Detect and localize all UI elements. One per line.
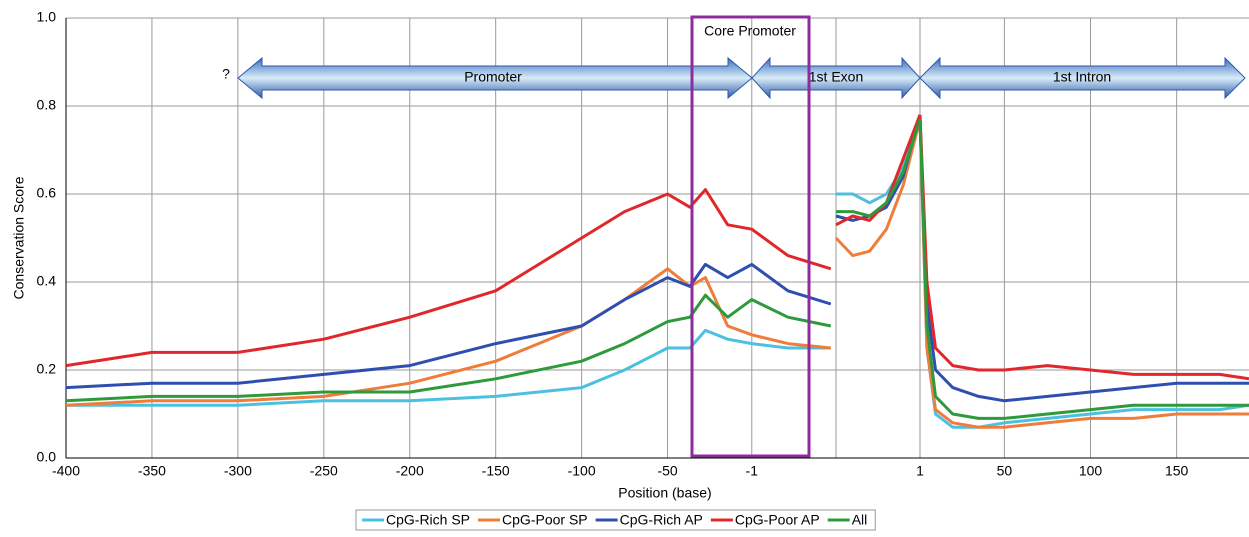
arrow bbox=[919, 56, 1246, 100]
annotation: Core Promoter bbox=[704, 23, 796, 39]
series-line bbox=[65, 188, 832, 368]
arrow-label: 1st Intron bbox=[1053, 69, 1111, 85]
x-tick-label: -200 bbox=[396, 463, 424, 479]
y-axis-title: Conservation Score bbox=[11, 176, 27, 299]
series-line bbox=[836, 118, 922, 218]
y-tick-label: 1.0 bbox=[37, 9, 57, 25]
x-tick-label: -350 bbox=[138, 463, 166, 479]
x-tick-label: -1 bbox=[746, 463, 759, 479]
x-tick-label: -100 bbox=[568, 463, 596, 479]
x-tick-label: -250 bbox=[310, 463, 338, 479]
series-line bbox=[918, 114, 1249, 381]
region-arrows: Promoter 1st Exon 1st Intron ? bbox=[222, 56, 1246, 100]
x-tick-label: -50 bbox=[657, 463, 677, 479]
legend-label: CpG-Poor AP bbox=[735, 512, 820, 528]
arrow-label: 1st Exon bbox=[809, 69, 863, 85]
y-tick-label: 0.2 bbox=[37, 361, 57, 377]
x-tick-label: -150 bbox=[482, 463, 510, 479]
x-tick-label: 150 bbox=[1165, 463, 1189, 479]
x-tick-label: -300 bbox=[224, 463, 252, 479]
y-tick-label: 0.4 bbox=[37, 273, 57, 289]
series-line bbox=[918, 119, 1249, 429]
legend-label: All bbox=[852, 512, 868, 528]
annotation: ? bbox=[222, 66, 230, 82]
series-line bbox=[918, 119, 1249, 420]
x-tick-label: 100 bbox=[1079, 463, 1103, 479]
x-tick-label: -400 bbox=[52, 463, 80, 479]
series-line bbox=[834, 118, 922, 258]
core-promoter-box bbox=[690, 15, 811, 458]
series-line bbox=[835, 114, 922, 227]
legend: CpG-Rich SP CpG-Poor SP CpG-Rich AP CpG-Poo… bbox=[355, 509, 876, 531]
legend-label: CpG-Rich SP bbox=[386, 512, 470, 528]
x-tick-label: 50 bbox=[997, 463, 1013, 479]
x-axis-title: Position (base) bbox=[618, 485, 711, 501]
series-line bbox=[66, 328, 831, 407]
y-tick-label: 0.8 bbox=[37, 97, 57, 113]
arrow-label: Promoter bbox=[464, 69, 522, 85]
series-line bbox=[65, 293, 832, 403]
legend-label: CpG-Rich AP bbox=[620, 512, 703, 528]
series-line bbox=[918, 119, 1249, 429]
series-line bbox=[918, 119, 1249, 403]
x-tick-label: 1 bbox=[916, 463, 924, 479]
plot-area: 0.0 0.2 0.4 0.6 0.8 1.0 -400 -350 -300 -250 -200 -1… bbox=[37, 9, 1249, 479]
y-tick-label: 0.0 bbox=[37, 449, 57, 465]
legend-label: CpG-Poor SP bbox=[502, 512, 588, 528]
y-tick-label: 0.6 bbox=[37, 185, 57, 201]
series-line bbox=[65, 262, 832, 390]
